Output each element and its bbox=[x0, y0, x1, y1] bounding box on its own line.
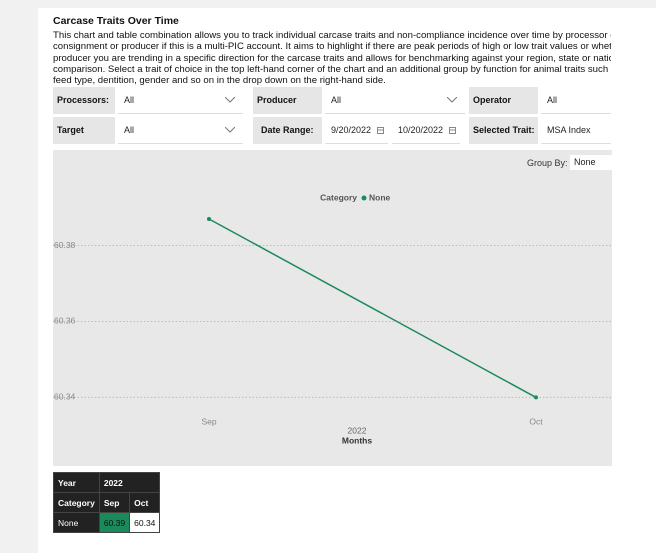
select-value: All bbox=[124, 95, 135, 105]
x-axis-label: Months bbox=[342, 435, 372, 445]
series-line bbox=[208, 218, 537, 399]
point bbox=[207, 216, 211, 221]
select-value: None bbox=[574, 157, 596, 167]
table-cell: Category bbox=[53, 492, 100, 513]
chart-area: Group By: None Category 60.34 60.36 60.38 S… bbox=[53, 150, 612, 466]
table-cell: 60.39 bbox=[98, 512, 131, 533]
line-chart: Category 60.34 60.36 60.38 Sep Oct 2022Months… bbox=[53, 192, 612, 445]
filter-label: Selected Trait: bbox=[469, 117, 538, 144]
chevron bbox=[447, 97, 457, 103]
group-by-label: Group By: bbox=[527, 158, 568, 168]
filter-label: Date Range: bbox=[253, 117, 322, 144]
x-group-label: 2022 bbox=[348, 425, 367, 435]
calendar-icon bbox=[449, 127, 456, 134]
point bbox=[534, 395, 538, 400]
y-tick-label: 60.34 bbox=[54, 392, 76, 402]
description-line: comparison. Select a trait of choice in … bbox=[53, 63, 609, 75]
calendar-icon bbox=[377, 127, 384, 134]
description-line: feed type, dentition, gender and so on i… bbox=[53, 75, 386, 87]
select-value: All bbox=[547, 95, 558, 105]
filter-label: Operator Codes: bbox=[469, 87, 538, 132]
filter-label: Processors: bbox=[53, 87, 115, 114]
filter-label: Target Markets: bbox=[53, 117, 115, 162]
date-value: 9/20/2022 bbox=[331, 125, 372, 135]
table-cell: 2022 bbox=[98, 472, 161, 493]
select-value: All bbox=[331, 95, 342, 105]
description-line: consignment or producer if this is a mul… bbox=[53, 41, 611, 53]
date-to[interactable]: 10/20/2022 bbox=[392, 117, 460, 144]
date-from[interactable]: 9/20/2022 bbox=[325, 117, 388, 144]
y-tick-label: 60.38 bbox=[54, 240, 76, 250]
select-value: MSA Index bbox=[547, 125, 591, 135]
selected-trait-select[interactable]: MSA Index bbox=[541, 117, 611, 144]
table-cell: 60.34 bbox=[129, 512, 161, 533]
operator-codes-select[interactable]: All bbox=[541, 87, 611, 114]
title: Carcase Traits Over Time bbox=[53, 15, 179, 27]
table-cell: Year bbox=[53, 472, 100, 493]
description-line: This chart and table combination allows … bbox=[53, 30, 611, 41]
producer-pics-select[interactable]: All bbox=[325, 87, 465, 114]
x-tick-label: Oct bbox=[529, 416, 543, 426]
y-tick-label: 60.36 bbox=[54, 316, 76, 326]
legend-label: None bbox=[369, 192, 391, 202]
table-cell: None bbox=[53, 512, 100, 533]
chevron bbox=[225, 127, 235, 133]
description-line: producer you are trending in a specific … bbox=[53, 52, 611, 64]
processors-select[interactable]: All bbox=[118, 87, 243, 114]
table-cell: Sep bbox=[98, 492, 131, 513]
target-markets-select[interactable]: All bbox=[118, 117, 243, 144]
date-value: 10/20/2022 bbox=[398, 125, 444, 135]
group-by-select[interactable]: None bbox=[570, 155, 612, 170]
x-tick-label: Sep bbox=[201, 416, 216, 426]
filter-label: Producer PICs: bbox=[253, 87, 322, 132]
select-value: All bbox=[124, 125, 135, 135]
legend-marker bbox=[361, 195, 367, 201]
description: This chart and table combination allows … bbox=[53, 30, 611, 86]
chevron bbox=[225, 97, 235, 103]
table-cell: Oct bbox=[129, 492, 161, 513]
legend-title: Category bbox=[320, 192, 357, 202]
data-table: Year 2022 Category Sep Oct None 60.39 60.34 bbox=[53, 472, 161, 533]
